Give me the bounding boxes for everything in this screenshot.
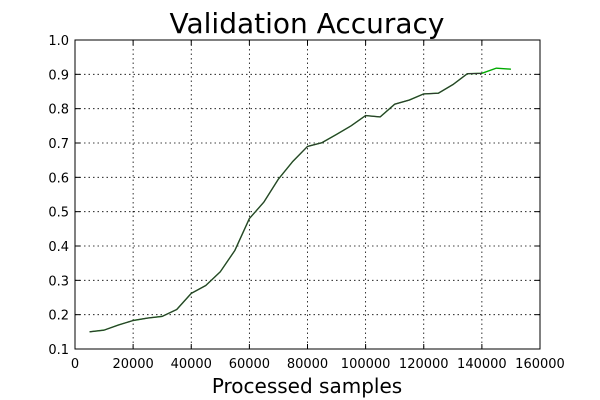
axis-ticks bbox=[74, 39, 541, 350]
y-tick-label: 0.5 bbox=[48, 206, 69, 221]
x-tick-label: 160000 bbox=[515, 357, 565, 372]
y-tick-label: 1.0 bbox=[48, 34, 69, 49]
y-tick-label: 0.9 bbox=[48, 68, 69, 83]
chart-title: Validation Accuracy bbox=[170, 7, 445, 40]
y-tick-label: 0.7 bbox=[48, 137, 69, 152]
y-tick-label: 0.2 bbox=[48, 309, 69, 324]
y-tick-labels: 0.1 0.2 0.3 0.4 0.5 0.6 0.7 0.8 0.9 1.0 bbox=[48, 34, 69, 358]
x-tick-label: 140000 bbox=[457, 357, 507, 372]
grid-lines bbox=[75, 40, 540, 349]
x-tick-label: 20000 bbox=[112, 357, 153, 372]
x-tick-label: 80000 bbox=[287, 357, 328, 372]
x-tick-labels: 0 20000 40000 60000 80000 100000 120000 140000 1… bbox=[71, 357, 565, 372]
plot-series bbox=[89, 67, 511, 333]
y-tick-label: 0.3 bbox=[48, 274, 69, 289]
x-tick-label: 120000 bbox=[399, 357, 449, 372]
y-tick-label: 0.4 bbox=[48, 240, 69, 255]
y-tick-label: 0.1 bbox=[48, 343, 69, 358]
y-tick-label: 0.6 bbox=[48, 171, 69, 186]
x-tick-label: 100000 bbox=[341, 357, 391, 372]
x-tick-label: 40000 bbox=[171, 357, 212, 372]
series-line-1 bbox=[89, 67, 511, 333]
series-line-2 bbox=[89, 72, 482, 333]
x-tick-label: 0 bbox=[71, 357, 79, 372]
x-tick-label: 60000 bbox=[229, 357, 270, 372]
y-tick-label: 0.8 bbox=[48, 103, 69, 118]
x-axis-label: Processed samples bbox=[212, 374, 402, 398]
